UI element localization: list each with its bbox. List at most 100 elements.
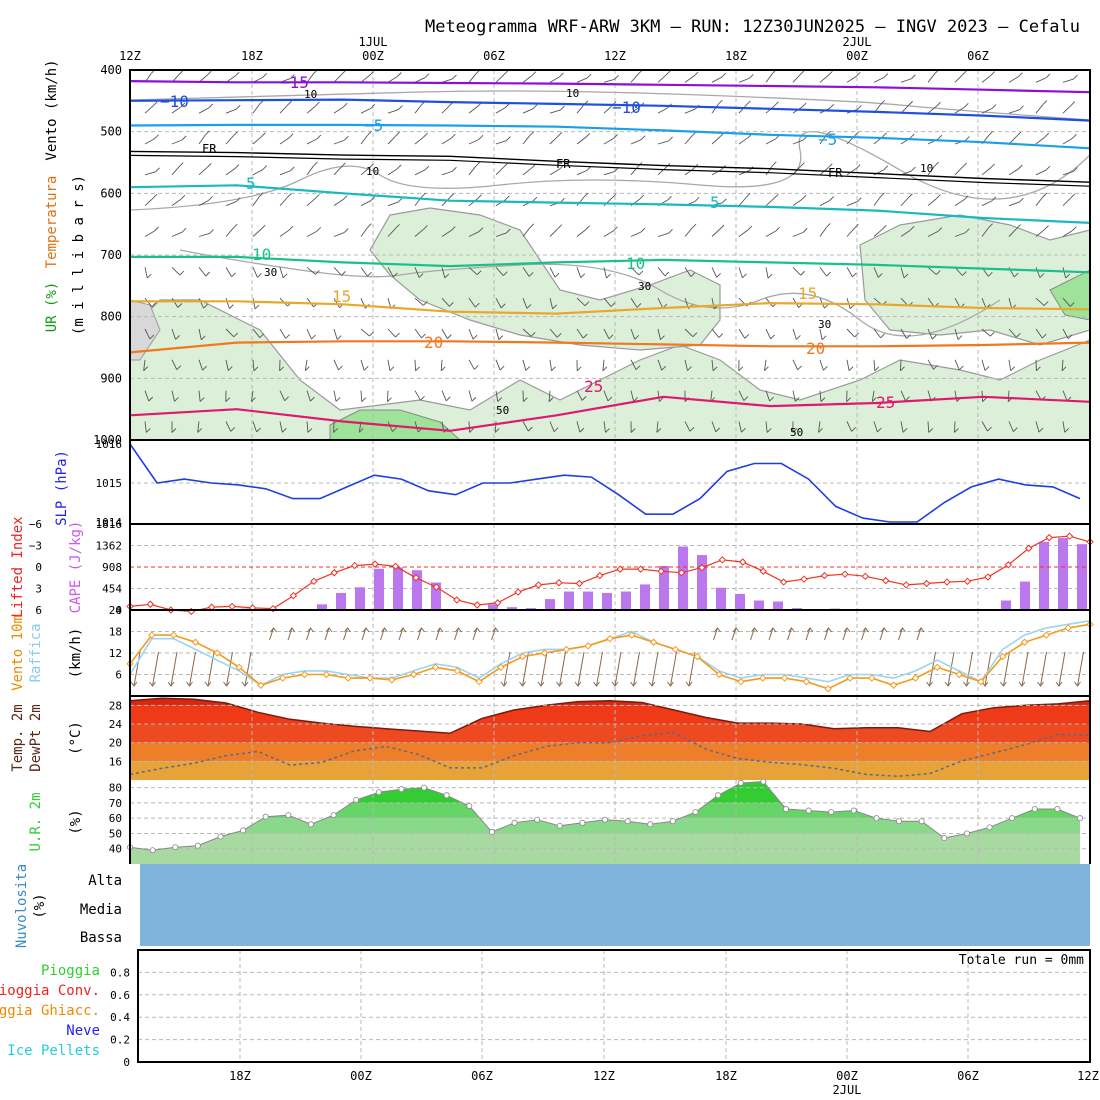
wind-arrow-head	[381, 627, 388, 633]
wind-barb-flag	[150, 70, 156, 74]
wind-barb-flag	[580, 273, 586, 278]
wind-barb	[171, 328, 177, 340]
wind-arrow	[133, 651, 141, 687]
iso-label-5b: 5	[710, 193, 720, 212]
humidity-point	[556, 822, 563, 829]
cape-bar	[735, 593, 745, 610]
wind-barb	[927, 328, 933, 340]
wind-barb-flag	[794, 397, 800, 402]
wind-arrow-head	[926, 681, 933, 687]
wind-barb	[468, 231, 480, 237]
wind-barb-flag	[370, 196, 376, 201]
wind-barb-flag	[471, 396, 477, 402]
wind-barb-flag	[553, 427, 559, 433]
slp-frame	[129, 439, 1091, 525]
wind-point	[409, 670, 418, 679]
wind-barb	[603, 267, 607, 279]
wind-point	[1042, 631, 1051, 639]
wind-barb	[225, 298, 230, 309]
isotherm-5	[130, 184, 1090, 224]
wind-barb-flag	[279, 366, 284, 372]
wind-barb-flag	[154, 226, 159, 232]
wind-barb-flag	[440, 366, 446, 372]
wind-barb	[549, 267, 556, 278]
wind-barb	[522, 298, 528, 309]
wind-barb	[900, 197, 909, 206]
wind-barb-flag	[449, 302, 454, 307]
wind-barb-flag	[231, 272, 236, 278]
wind-barb-flag	[746, 100, 751, 106]
wind-barb-flag	[630, 428, 636, 433]
wind-barb-flag	[802, 228, 808, 233]
lifted-index-point	[330, 569, 338, 577]
wind-barb-flag	[1042, 100, 1048, 105]
wind-barb-flag	[982, 397, 987, 402]
label-pct: (%)	[68, 809, 84, 834]
label-temperatura: Temperatura	[44, 176, 60, 269]
humidity-area-moist-right	[1049, 269, 1090, 321]
wind-barb	[198, 359, 204, 371]
wind-barb-flag	[506, 136, 511, 141]
wind-barb	[387, 135, 396, 145]
wind-arrow-head	[917, 627, 925, 633]
wind-barb-flag	[1069, 302, 1075, 307]
wind-barb	[954, 106, 965, 114]
wind-barb	[495, 267, 504, 276]
cloud-fill	[140, 864, 1090, 946]
wind-barb-flag	[424, 73, 430, 79]
li-tick-label: 0	[35, 561, 42, 574]
wind-barb-flag	[499, 365, 505, 371]
label-ur2m: U.R. 2m	[28, 792, 44, 851]
wind-barb	[548, 390, 551, 402]
wind-barb	[522, 108, 534, 114]
wind-barb	[1035, 328, 1043, 339]
wind-barb	[738, 170, 750, 176]
wind-arrow	[435, 627, 441, 641]
wind-barb	[252, 228, 262, 237]
wind-barb	[927, 105, 937, 114]
wind-barb-flag	[472, 334, 478, 340]
wind-barb	[603, 328, 610, 340]
wind-barb	[603, 78, 615, 83]
wind-barb-flag	[258, 192, 264, 197]
wind-barb-flag	[667, 195, 672, 201]
lifted-index-point	[759, 567, 767, 576]
iso-label-frc: FR	[828, 166, 843, 180]
wind-barb	[819, 74, 829, 83]
iso-label-m10b: −10	[612, 98, 641, 117]
cape-bar	[716, 587, 726, 610]
wind-barb	[360, 227, 368, 237]
wind-barb	[171, 297, 179, 308]
wind-point	[279, 674, 287, 682]
wind-barb-flag	[936, 194, 941, 199]
wind-barb	[711, 298, 715, 310]
temperature-band	[130, 705, 1090, 724]
wind-barb	[1035, 104, 1044, 114]
wind-barb	[468, 138, 480, 145]
wind-barb-flag	[259, 333, 265, 338]
wind-arrow-head	[1055, 681, 1063, 687]
wind-point	[453, 667, 461, 675]
wind-arrow-head	[825, 627, 832, 633]
label-dewpt2m: DewPt 2m	[28, 704, 44, 771]
wind-barb	[630, 139, 642, 145]
wind-barb-flag	[610, 302, 616, 307]
wind-barb	[657, 107, 668, 114]
wind-barb-flag	[741, 427, 746, 433]
wind-barb-flag	[905, 396, 910, 402]
wind-arrow-head	[241, 681, 249, 687]
wind-arrows	[130, 627, 1084, 687]
wind-barb-flag	[447, 334, 452, 339]
wind-barb	[765, 73, 773, 83]
humidity-band	[130, 818, 1080, 834]
wind-barb-flag	[341, 271, 346, 276]
wind-barb	[279, 421, 283, 433]
wind-barb-flag	[358, 428, 364, 433]
label-vento-kmh: Vento (km/h)	[44, 59, 60, 160]
humidity-point	[511, 819, 518, 826]
top-date-1jul: 1JUL	[359, 35, 388, 49]
wind-barb-flag	[965, 228, 970, 234]
wind-barb-flag	[933, 365, 938, 370]
wind-arrow-head	[981, 681, 989, 687]
wind-point	[737, 677, 745, 686]
